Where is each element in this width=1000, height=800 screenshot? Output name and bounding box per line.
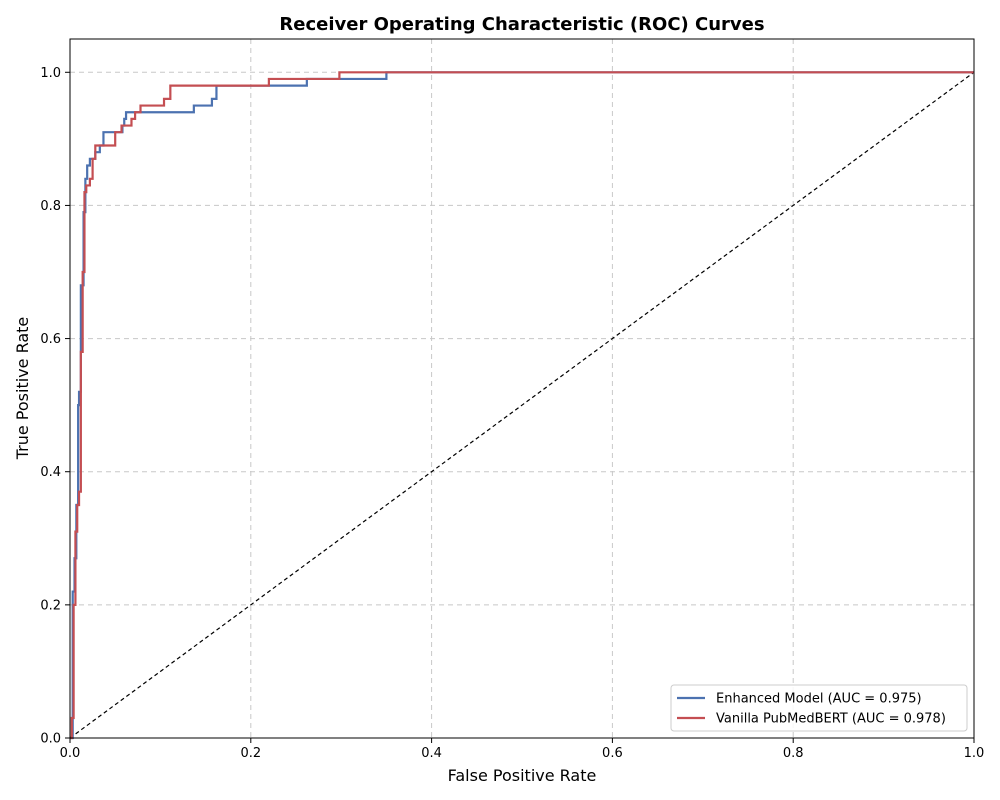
legend: Enhanced Model (AUC = 0.975) Vanilla PubM… [670,684,968,732]
x-tick-label: 0.0 [60,746,81,761]
x-axis-label: False Positive Rate [448,766,597,785]
x-tick-label: 1.0 [964,746,985,761]
grid-lines [69,39,975,739]
series-line-vanilla-pubmedbert [70,71,974,740]
y-axis-label: True Positive Rate [13,317,32,461]
x-tick-label: 0.4 [421,746,442,761]
y-tick-label: 0.4 [40,465,61,480]
y-tick-label: 0.6 [40,332,61,347]
x-tick-label: 0.6 [602,746,623,761]
legend-label: Enhanced Model (AUC = 0.975) [716,692,922,707]
y-tick-label: 0.0 [40,732,61,747]
plot-frame [69,38,975,739]
chart-title: Receiver Operating Characteristic (ROC) … [279,14,764,35]
series-layer [70,71,974,740]
legend-item: Enhanced Model (AUC = 0.975) [677,692,922,707]
y-tick-label: 0.2 [40,598,61,613]
legend-box [670,684,968,732]
y-tick-label: 1.0 [40,66,61,81]
y-axis: 0.0 0.2 0.4 0.6 0.8 1.0 [40,66,70,747]
legend-item: Vanilla PubMedBERT (AUC = 0.978) [677,712,946,727]
x-tick-label: 0.8 [783,746,804,761]
reference-diagonal-line [69,71,975,739]
y-tick-label: 0.8 [40,199,61,214]
x-tick-label: 0.2 [240,746,261,761]
legend-label: Vanilla PubMedBERT (AUC = 0.978) [716,712,946,727]
x-axis: 0.0 0.2 0.4 0.6 0.8 1.0 [60,738,985,761]
